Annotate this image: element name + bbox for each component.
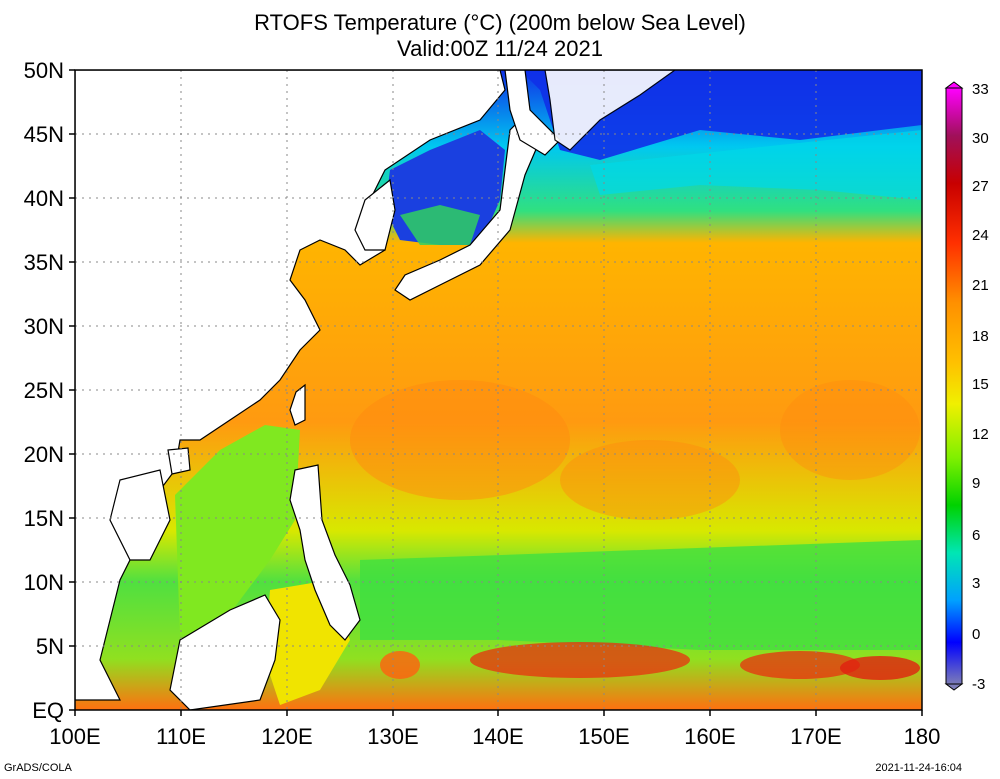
colorbar-top-arrow bbox=[944, 81, 964, 89]
lat-label-20n: 20N bbox=[24, 442, 64, 467]
lon-labels: 100E 110E 120E 130E 140E 150E 160E 170E … bbox=[49, 724, 940, 749]
title-line-1: RTOFS Temperature (°C) (200m below Sea L… bbox=[254, 10, 746, 35]
cb-label-6: 6 bbox=[972, 527, 980, 544]
colorbar-bottom-arrow bbox=[944, 683, 964, 691]
lon-label-170e: 170E bbox=[790, 724, 841, 749]
cb-label-33: 33 bbox=[972, 81, 989, 98]
cb-label-0: 0 bbox=[972, 626, 980, 643]
colorbar bbox=[944, 81, 964, 691]
lat-label-10n: 10N bbox=[24, 570, 64, 595]
lat-label-eq: EQ bbox=[32, 698, 64, 723]
lon-label-110e: 110E bbox=[156, 724, 206, 749]
cb-label-18: 18 bbox=[972, 328, 989, 345]
colorbar-ramp bbox=[945, 87, 963, 685]
lon-label-130e: 130E bbox=[367, 724, 418, 749]
cb-label-15: 15 bbox=[972, 376, 989, 393]
lon-label-160e: 160E bbox=[684, 724, 735, 749]
cb-label-3: 3 bbox=[972, 575, 980, 592]
lon-label-140e: 140E bbox=[472, 724, 523, 749]
lon-gridlines bbox=[180, 70, 817, 710]
title-line-2: Valid:00Z 11/24 2021 bbox=[397, 36, 603, 61]
colorbar-labels: 33 30 27 24 21 18 15 12 9 6 3 0 -3 bbox=[972, 81, 989, 693]
lon-label-180: 180 bbox=[904, 724, 941, 749]
lat-label-50n: 50N bbox=[24, 58, 64, 83]
cb-label-27: 27 bbox=[972, 178, 989, 195]
lat-label-40n: 40N bbox=[24, 186, 64, 211]
lat-labels: 50N 45N 40N 35N 30N 25N 20N 15N 10N 5N E… bbox=[24, 58, 64, 723]
timestamp-text: 2021-11-24-16:04 bbox=[875, 762, 962, 774]
cb-label-24: 24 bbox=[972, 227, 989, 244]
cb-label-neg3: -3 bbox=[972, 676, 985, 693]
cb-label-9: 9 bbox=[972, 475, 980, 492]
credit-text: GrADS/COLA bbox=[4, 762, 72, 774]
lat-label-25n: 25N bbox=[24, 378, 64, 403]
lon-label-100e: 100E bbox=[49, 724, 100, 749]
lat-label-15n: 15N bbox=[24, 506, 64, 531]
lat-label-45n: 45N bbox=[24, 122, 64, 147]
lat-label-30n: 30N bbox=[24, 314, 64, 339]
cb-label-21: 21 bbox=[972, 277, 989, 294]
cb-label-12: 12 bbox=[972, 426, 989, 443]
lat-label-5n: 5N bbox=[36, 634, 64, 659]
cb-label-30: 30 bbox=[972, 130, 989, 147]
axis-ticks bbox=[69, 69, 923, 716]
lon-label-150e: 150E bbox=[578, 724, 629, 749]
lat-label-35n: 35N bbox=[24, 250, 64, 275]
lon-label-120e: 120E bbox=[261, 724, 312, 749]
lat-gridlines bbox=[75, 133, 922, 647]
